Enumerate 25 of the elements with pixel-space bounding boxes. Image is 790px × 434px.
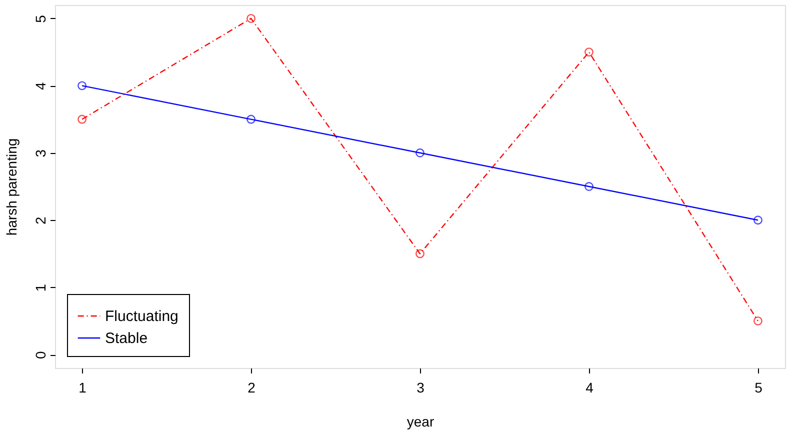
legend-label: Fluctuating	[105, 308, 178, 325]
point	[753, 316, 762, 326]
point	[246, 14, 256, 23]
x-tick-label: 3	[416, 380, 425, 396]
x-axis-title: year	[406, 414, 434, 430]
y-axis-title: harsh parenting	[4, 138, 20, 236]
y-tick-label: 0	[32, 350, 48, 359]
point	[753, 216, 762, 225]
point	[416, 249, 424, 258]
x-tick-label: 4	[586, 380, 594, 396]
y-tick-label: 4	[32, 82, 48, 90]
y-tick-label: 3	[32, 149, 48, 158]
point	[584, 182, 594, 191]
point	[78, 114, 87, 124]
point	[584, 48, 594, 57]
point	[246, 114, 256, 124]
point	[416, 148, 424, 158]
y-tick-label: 1	[32, 284, 48, 292]
x-tick-label: 5	[754, 380, 763, 396]
x-tick-label: 2	[248, 380, 256, 396]
x-tick-label: 1	[78, 380, 87, 396]
legend-label: Stable	[105, 330, 148, 347]
point	[78, 81, 87, 90]
y-tick-label: 2	[32, 216, 48, 225]
y-tick-label: 5	[32, 14, 48, 23]
